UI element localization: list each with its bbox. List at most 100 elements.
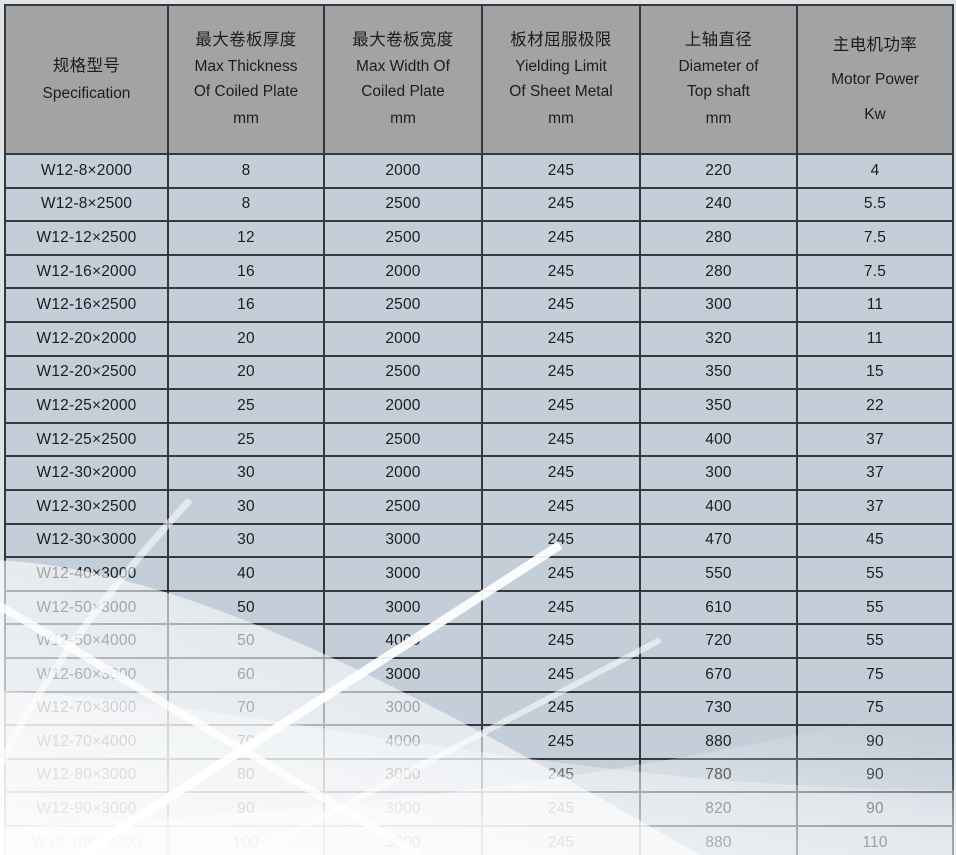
header-en-top-shaft-line1: Diameter of xyxy=(678,58,759,76)
cell-motor_power: 37 xyxy=(796,488,954,525)
cell-max_thickness: 50 xyxy=(167,623,325,659)
cell-specification: W12-8×2500 xyxy=(4,186,169,223)
cell-top_shaft_diameter: 350 xyxy=(639,388,798,424)
cell-max_width: 2500 xyxy=(323,287,483,323)
header-unit-max-width: mm xyxy=(390,110,416,128)
header-en-max-thickness-line2: Of Coiled Plate xyxy=(193,83,299,101)
cell-top_shaft_diameter: 400 xyxy=(639,488,798,525)
cell-motor_power: 55 xyxy=(796,556,954,592)
cell-max_width: 2500 xyxy=(323,488,483,525)
cell-max_thickness: 30 xyxy=(167,455,325,491)
table-row: W12-25×2000 25 2000 245 350 22 xyxy=(4,388,954,424)
cell-specification: W12-20×2500 xyxy=(4,354,169,391)
column-header-max-thickness: 最大卷板厚度 Max Thickness Of Coiled Plate mm xyxy=(167,4,325,155)
cell-top_shaft_diameter: 220 xyxy=(639,153,798,189)
cell-yielding_limit: 245 xyxy=(481,690,641,727)
table-container: 规格型号 Specification 最大卷板厚度 Max Thickness … xyxy=(4,4,954,855)
cell-top_shaft_diameter: 880 xyxy=(639,824,798,855)
cell-motor_power: 90 xyxy=(796,791,954,827)
cell-max_thickness: 40 xyxy=(167,556,325,592)
table-row: W12-70×4000 70 4000 245 880 90 xyxy=(4,724,954,760)
column-header-yielding-limit: 板材屈服极限 Yielding Limit Of Sheet Metal mm xyxy=(481,4,641,155)
cell-yielding_limit: 245 xyxy=(481,656,641,693)
cell-max_thickness: 8 xyxy=(167,153,325,189)
cell-motor_power: 90 xyxy=(796,724,954,760)
cell-max_width: 2000 xyxy=(323,320,483,357)
cell-top_shaft_diameter: 610 xyxy=(639,589,798,626)
cell-max_width: 3000 xyxy=(323,589,483,626)
cell-max_width: 2500 xyxy=(323,354,483,391)
cell-top_shaft_diameter: 780 xyxy=(639,757,798,794)
cell-specification: W12-40×3000 xyxy=(4,556,169,592)
header-unit-top-shaft-diameter: mm xyxy=(705,110,732,128)
table-row: W12-25×2500 25 2500 245 400 37 xyxy=(4,421,954,458)
table-row: W12-20×2500 20 2500 245 350 15 xyxy=(4,354,954,391)
cell-specification: W12-25×2000 xyxy=(4,388,169,424)
cell-max_width: 3000 xyxy=(323,791,483,827)
header-cn-yielding-limit: 板材屈服极限 xyxy=(510,31,612,50)
table-row: W12-16×2500 16 2500 245 300 11 xyxy=(4,287,954,323)
column-header-top-shaft-diameter: 上轴直径 Diameter of Top shaft mm xyxy=(639,4,798,155)
cell-top_shaft_diameter: 400 xyxy=(639,421,798,458)
cell-motor_power: 37 xyxy=(796,455,954,491)
cell-motor_power: 5.5 xyxy=(796,186,954,223)
header-cn-top-shaft-diameter: 上轴直径 xyxy=(684,31,753,50)
column-header-max-width: 最大卷板宽度 Max Width Of Coiled Plate mm xyxy=(323,4,483,155)
header-cn-motor-power: 主电机功率 xyxy=(832,36,918,55)
cell-top_shaft_diameter: 350 xyxy=(639,354,798,391)
cell-top_shaft_diameter: 730 xyxy=(639,690,798,727)
cell-yielding_limit: 245 xyxy=(481,522,641,559)
header-en-yielding-limit-line1: Yielding Limit xyxy=(515,58,607,76)
cell-specification: W12-8×2000 xyxy=(4,153,169,189)
table-row: W12-100×3000 100 3000 245 880 110 xyxy=(4,824,954,855)
cell-top_shaft_diameter: 470 xyxy=(639,522,798,559)
cell-yielding_limit: 245 xyxy=(481,354,641,391)
cell-motor_power: 22 xyxy=(796,388,954,424)
table-row: W12-30×2500 30 2500 245 400 37 xyxy=(4,488,954,525)
header-unit-max-thickness: mm xyxy=(233,110,259,128)
header-unit-yielding-limit: mm xyxy=(548,110,574,128)
cell-max_thickness: 12 xyxy=(167,220,325,256)
cell-max_thickness: 70 xyxy=(167,724,325,760)
cell-motor_power: 75 xyxy=(796,656,954,693)
cell-yielding_limit: 245 xyxy=(481,757,641,794)
table-row: W12-60×3000 60 3000 245 670 75 xyxy=(4,656,954,693)
header-en-max-thickness-line1: Max Thickness xyxy=(194,58,298,76)
cell-max_width: 4000 xyxy=(323,623,483,659)
table-row: W12-50×3000 50 3000 245 610 55 xyxy=(4,589,954,626)
cell-max_thickness: 16 xyxy=(167,287,325,323)
cell-top_shaft_diameter: 880 xyxy=(639,724,798,760)
cell-top_shaft_diameter: 280 xyxy=(639,220,798,256)
header-en-yielding-limit-line2: Of Sheet Metal xyxy=(509,83,613,101)
header-en-top-shaft-line2: Top shaft xyxy=(687,83,750,101)
cell-specification: W12-70×3000 xyxy=(4,690,169,727)
cell-motor_power: 7.5 xyxy=(796,220,954,256)
cell-yielding_limit: 245 xyxy=(481,186,641,223)
cell-max_thickness: 80 xyxy=(167,757,325,794)
cell-yielding_limit: 245 xyxy=(481,824,641,855)
header-en-max-width-line2: Coiled Plate xyxy=(361,83,445,101)
cell-specification: W12-50×3000 xyxy=(4,589,169,626)
cell-max_width: 2000 xyxy=(323,253,483,290)
cell-top_shaft_diameter: 300 xyxy=(639,455,798,491)
table-row: W12-12×2500 12 2500 245 280 7.5 xyxy=(4,220,954,256)
cell-top_shaft_diameter: 280 xyxy=(639,253,798,290)
cell-motor_power: 55 xyxy=(796,623,954,659)
cell-yielding_limit: 245 xyxy=(481,791,641,827)
cell-motor_power: 11 xyxy=(796,287,954,323)
cell-specification: W12-30×3000 xyxy=(4,522,169,559)
cell-max_width: 3000 xyxy=(323,757,483,794)
cell-top_shaft_diameter: 720 xyxy=(639,623,798,659)
cell-motor_power: 90 xyxy=(796,757,954,794)
cell-yielding_limit: 245 xyxy=(481,287,641,323)
cell-top_shaft_diameter: 820 xyxy=(639,791,798,827)
cell-specification: W12-70×4000 xyxy=(4,724,169,760)
cell-max_thickness: 30 xyxy=(167,522,325,559)
cell-top_shaft_diameter: 670 xyxy=(639,656,798,693)
cell-max_width: 4000 xyxy=(323,724,483,760)
table-row: W12-70×3000 70 3000 245 730 75 xyxy=(4,690,954,727)
table-row: W12-30×2000 30 2000 245 300 37 xyxy=(4,455,954,491)
table-row: W12-20×2000 20 2000 245 320 11 xyxy=(4,320,954,357)
table-row: W12-50×4000 50 4000 245 720 55 xyxy=(4,623,954,659)
cell-max_thickness: 50 xyxy=(167,589,325,626)
